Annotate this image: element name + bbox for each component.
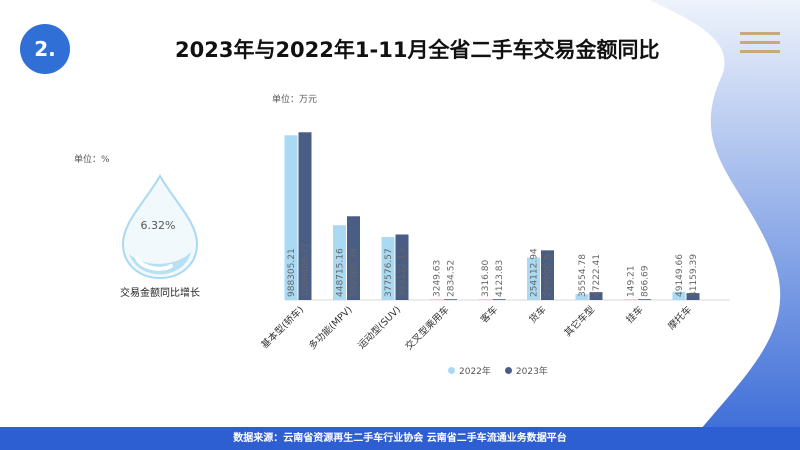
bar-2023-8	[686, 293, 700, 300]
bar-2023-3	[444, 299, 457, 300]
category-label-8: 摩托车	[665, 304, 694, 333]
category-label-6: 其它车型	[562, 303, 598, 339]
category-label-4: 客车	[478, 304, 500, 326]
data-label-2022-0: 988305.21	[287, 248, 297, 297]
chart-unit-label: 单位：万元	[272, 95, 318, 105]
bar-2022-0	[284, 135, 298, 300]
bar-2023-5	[541, 250, 554, 300]
category-label-5: 货车	[527, 304, 549, 326]
bar-2022-3	[430, 299, 443, 300]
chart-legend: 2022年 2023年	[448, 364, 548, 377]
bar-2023-7	[638, 299, 651, 300]
bar-2023-2	[395, 234, 409, 300]
bar-2023-6	[589, 292, 603, 300]
category-label-7: 挂车	[624, 304, 646, 326]
bar-2022-2	[381, 237, 395, 300]
section-number-badge: 2.	[20, 24, 70, 74]
bar-chart: 988305.21 1006406.77 基本型(轿车) 448715.16 50238…	[259, 132, 730, 353]
decorative-lines	[740, 32, 780, 59]
data-label-2023-1: 502380.39	[350, 248, 360, 297]
data-label-2022-7: 149.21	[627, 266, 637, 298]
data-label-2023-4: 4123.83	[495, 260, 505, 297]
data-label-2022-5: 254112.94	[530, 248, 540, 297]
bar-2023-1	[347, 216, 360, 300]
bar-2022-1	[333, 225, 346, 300]
data-label-2022-4: 3316.80	[481, 260, 491, 297]
left-unit-label: 单位：%	[74, 155, 110, 165]
data-label-2023-7: 866.69	[641, 265, 651, 297]
category-label-1: 多功能(MPV)	[306, 304, 354, 352]
bar-2023-0	[298, 132, 312, 300]
bar-2022-4	[478, 299, 492, 300]
page-title: 2023年与2022年1-11月全省二手车交易金额同比	[175, 38, 660, 62]
category-label-3: 交叉型乘用车	[403, 304, 452, 353]
data-label-2023-8: 41159.39	[689, 254, 699, 297]
data-label-2022-8: 49149.66	[675, 254, 685, 297]
category-label-0: 基本型(轿车)	[259, 304, 306, 351]
growth-label: 交易金额同比增长	[120, 288, 200, 299]
data-label-2022-1: 448715.16	[336, 248, 346, 297]
legend-item-2022: 2022年	[448, 364, 491, 377]
bar-2023-4	[492, 299, 506, 300]
legend-label-2022: 2022年	[459, 367, 491, 377]
bar-2022-8	[672, 291, 686, 300]
legend-swatch-2023	[504, 367, 512, 374]
water-drop-icon	[121, 173, 199, 280]
data-label-2023-6: 47222.41	[592, 254, 602, 297]
data-label-2023-3: 2834.52	[447, 260, 457, 297]
data-label-2022-2: 377576.57	[384, 248, 394, 297]
category-label-2: 运动型(SUV)	[356, 304, 403, 351]
legend-swatch-2022	[448, 367, 455, 374]
legend-label-2023: 2023年	[515, 367, 548, 377]
bar-2022-5	[527, 257, 540, 300]
bar-2022-7	[624, 299, 637, 300]
data-source-footer: 数据来源：云南省资源再生二手车行业协会 云南省二手车流通业务数据平台	[0, 427, 800, 450]
legend-item-2023: 2023年	[504, 364, 548, 377]
bar-2022-6	[575, 294, 589, 300]
growth-value: 6.32%	[140, 219, 176, 232]
data-label-2022-3: 3249.63	[433, 260, 443, 297]
data-label-2023-5: 298000.5	[544, 254, 554, 297]
data-label-2023-2: 393122.13	[398, 248, 408, 297]
data-label-2022-6: 35554.78	[578, 254, 588, 297]
data-label-2023-0: 1006406.77	[301, 243, 311, 297]
